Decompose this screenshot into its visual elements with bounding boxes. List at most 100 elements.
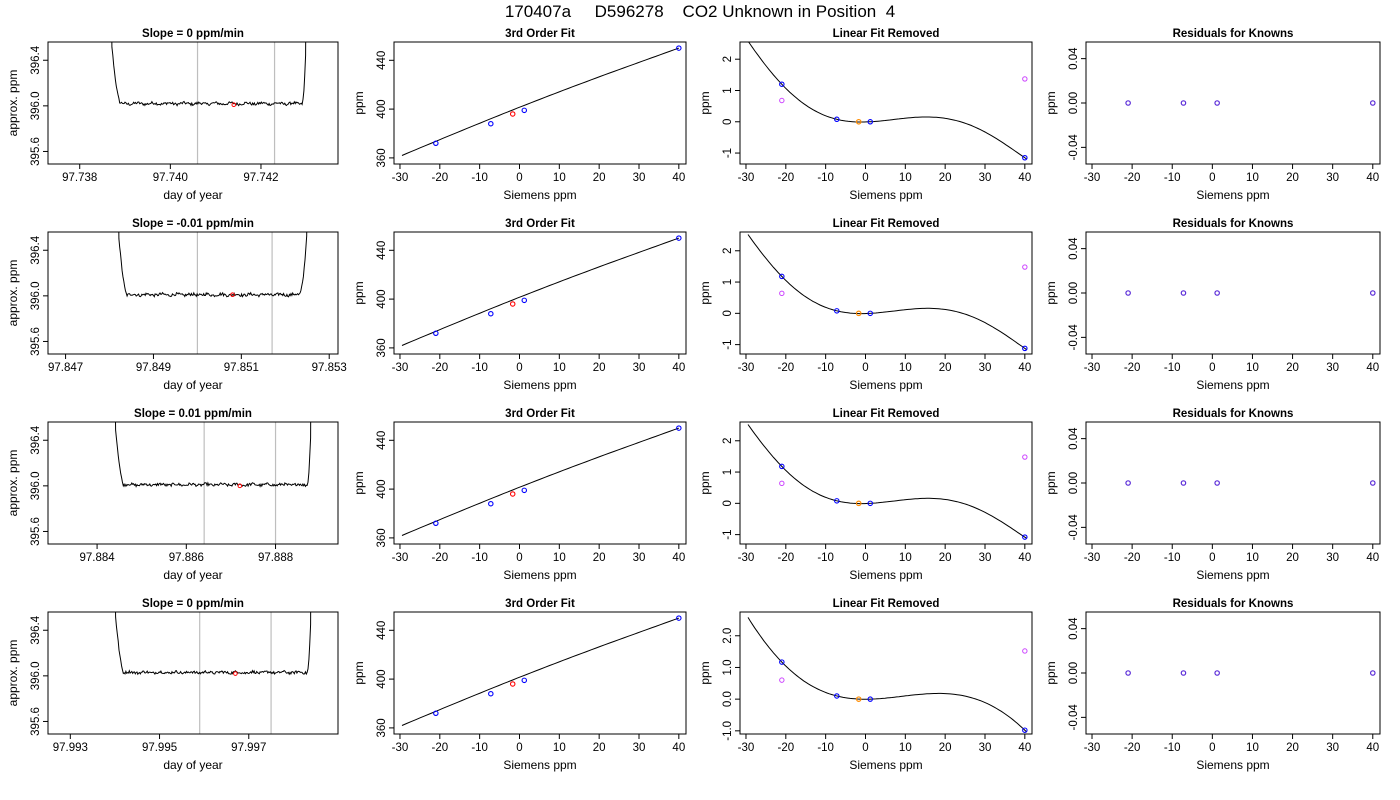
known-standard-point: [1022, 534, 1028, 540]
panel-title: Slope = 0 ppm/min: [142, 28, 244, 40]
x-tick-label: -10: [1164, 742, 1181, 754]
known-standard-point: [488, 310, 494, 317]
x-tick-label: 0: [862, 172, 868, 184]
residual-curve-line: [747, 424, 1028, 539]
y-tick-label: 0: [722, 119, 734, 125]
unknown-average-point: [230, 292, 235, 298]
known-standard-point: [1022, 154, 1028, 161]
y-tick-label: 400: [376, 670, 388, 689]
y-tick-label: 0.04: [1068, 237, 1080, 260]
residual-point: [1022, 76, 1028, 82]
x-tick-label: -10: [817, 552, 834, 564]
x-axis-label: Siemens ppm: [849, 188, 922, 202]
y-axis-label: ppm: [352, 281, 366, 304]
known-standard-point: [521, 487, 528, 494]
plot-frame: [1085, 611, 1381, 735]
plot-area: [115, 612, 312, 734]
x-axis-label: day of year: [163, 758, 222, 772]
y-tick-label: 395.6: [30, 137, 42, 166]
x-tick-label: -20: [777, 362, 794, 374]
known-standard-point: [1022, 345, 1028, 352]
x-tick-label: 20: [939, 552, 952, 564]
known-standard-point: [433, 710, 439, 717]
y-tick-label: -0.04: [1068, 134, 1080, 161]
x-tick-label: 97.886: [169, 552, 204, 564]
x-tick-label: -20: [777, 172, 794, 184]
known-standard-point: [676, 235, 682, 241]
x-tick-label: 20: [1286, 552, 1299, 564]
y-tick-label: 1.0: [722, 659, 734, 675]
x-tick-label: 40: [1366, 172, 1379, 184]
known-standard-point: [488, 500, 494, 507]
known-standard-point: [676, 45, 682, 51]
y-axis-label: ppm: [1044, 281, 1058, 304]
x-tick-label: 10: [1246, 552, 1259, 564]
panel-r1-c1: Slope = 0 ppm/min 97.738 97.740 97.742 395.6…: [6, 28, 339, 202]
known-standard-point: [1022, 727, 1028, 733]
x-tick-label: 0: [1209, 362, 1215, 374]
x-tick-label: 97.888: [258, 552, 293, 564]
plot-frame: [1085, 421, 1381, 545]
x-tick-label: -10: [471, 552, 488, 564]
y-tick-label: 2: [722, 438, 734, 444]
y-tick-label: 400: [376, 480, 388, 499]
x-tick-label: -20: [777, 742, 794, 754]
y-tick-label: -1: [722, 529, 734, 539]
plot-frame: [739, 41, 1033, 165]
x-axis-label: Siemens ppm: [849, 378, 922, 392]
x-tick-label: 20: [939, 172, 952, 184]
plot-frame: [1085, 231, 1381, 355]
y-tick-label: 396.4: [30, 425, 42, 454]
panel-r3-c2: 3rd Order Fit -30 -20 -10 0 10 20 30 40 360 400 440…: [352, 408, 687, 582]
y-tick-label: 2: [722, 248, 734, 254]
x-tick-label: 30: [979, 362, 992, 374]
x-tick-label: 10: [899, 172, 912, 184]
y-tick-label: 396.0: [30, 471, 42, 500]
unknown-average-point: [237, 483, 243, 489]
panel-r4-c1: Slope = 0 ppm/min 97.993 97.995 97.997 395.6…: [6, 598, 339, 772]
x-tick-label: 10: [899, 552, 912, 564]
x-tick-label: 97.993: [53, 742, 88, 754]
panel-r3-c4: Residuals for Knowns -30 -20 -10 0 10 20 30 40 -0…: [1044, 408, 1381, 582]
x-tick-label: 20: [939, 362, 952, 374]
x-tick-label: -20: [1124, 172, 1141, 184]
y-tick-label: 400: [376, 290, 388, 309]
x-tick-label: 10: [899, 742, 912, 754]
x-tick-label: 0: [862, 362, 868, 374]
panel-r2-c4: Residuals for Knowns -30 -20 -10 0 10 20 30 40 -0…: [1044, 218, 1381, 392]
x-tick-label: -10: [1164, 552, 1181, 564]
x-axis-label: Siemens ppm: [1196, 568, 1269, 582]
x-tick-label: -10: [1164, 172, 1181, 184]
plot-frame: [1085, 41, 1381, 165]
x-tick-label: -30: [738, 362, 755, 374]
x-tick-label: -30: [1084, 552, 1101, 564]
fit-curve-line: [401, 237, 679, 346]
x-tick-label: 97.997: [231, 742, 266, 754]
co2-trace-line: [115, 422, 312, 488]
residual-curve-line: [747, 617, 1028, 733]
x-tick-label: 40: [672, 362, 685, 374]
x-tick-label: 30: [979, 742, 992, 754]
y-tick-label: 0.00: [1068, 662, 1080, 684]
y-axis-label: ppm: [1044, 661, 1058, 684]
plot-frame: [739, 421, 1033, 545]
x-tick-label: 40: [1018, 742, 1031, 754]
unknown-point: [855, 500, 862, 507]
y-tick-label: 2: [722, 56, 734, 62]
x-tick-label: 40: [672, 552, 685, 564]
known-standard-point: [867, 310, 874, 317]
y-tick-label: 1: [722, 279, 734, 285]
unknown-average-point: [231, 102, 237, 108]
x-tick-label: 0: [516, 552, 522, 564]
y-tick-label: 396.0: [30, 281, 42, 310]
plot-frame: [739, 611, 1033, 735]
y-axis-label: ppm: [1044, 91, 1058, 114]
panel-title: Slope = -0.01 ppm/min: [132, 218, 254, 230]
residual-curve-line: [747, 234, 1028, 351]
residual-point: [1022, 648, 1028, 654]
plot-area: [401, 235, 682, 346]
residual-known-point: [1369, 290, 1376, 296]
known-standard-point: [834, 308, 840, 314]
plot-area: [747, 234, 1028, 352]
